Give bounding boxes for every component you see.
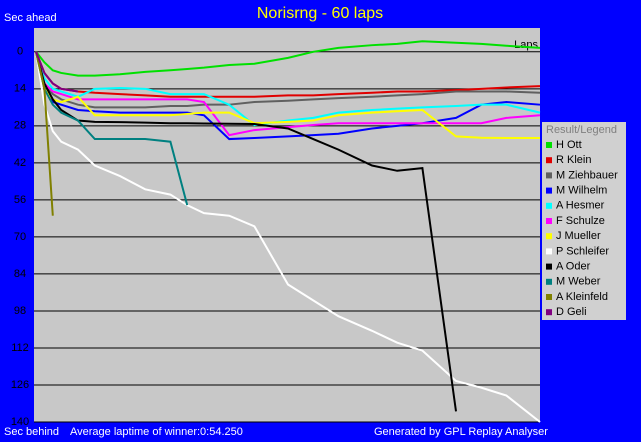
series-line <box>35 51 54 216</box>
y-tick-label: 70 <box>14 231 26 243</box>
legend-label: R Klein <box>556 154 591 166</box>
legend <box>542 122 626 320</box>
y-tick-label: 28 <box>14 120 26 132</box>
legend-swatch <box>546 278 552 285</box>
y-tick-label: 0 <box>17 46 23 58</box>
note: Average laptime of winner:0:54.250 <box>70 426 243 438</box>
y-tick-label: 42 <box>14 157 26 169</box>
y-tick-label: 126 <box>11 379 29 391</box>
series-line <box>35 40 541 77</box>
series-line <box>35 51 189 206</box>
chart-title: Norisrng - 60 laps <box>257 5 383 22</box>
legend-swatch <box>546 172 552 179</box>
y-label-top: Sec ahead <box>4 12 57 24</box>
series-line <box>35 51 541 423</box>
y-tick-label: 112 <box>11 342 29 354</box>
legend-label: M Weber <box>556 276 601 288</box>
legend-swatch <box>546 233 552 240</box>
y-tick-label: 84 <box>14 268 26 280</box>
legend-label: A Oder <box>556 261 591 273</box>
y-tick-label: 140 <box>11 416 29 428</box>
legend-label: A Kleinfeld <box>556 291 608 303</box>
legend-label: M Ziehbauer <box>556 169 618 181</box>
series-line <box>35 51 540 140</box>
series-line <box>35 51 79 93</box>
legend-swatch <box>546 142 552 148</box>
y-tick-label: 98 <box>14 305 26 317</box>
y-label-bottom: Sec behind <box>4 426 59 438</box>
plot-area <box>34 28 540 422</box>
legend-label: H Ott <box>556 139 582 151</box>
series-line <box>35 51 541 127</box>
y-tick-label: 14 <box>14 83 26 95</box>
legend-label: P Schleifer <box>556 245 609 257</box>
legend-swatch <box>546 294 552 300</box>
legend-label: D Geli <box>556 306 587 318</box>
series-line <box>35 51 541 141</box>
y-tick-label: 56 <box>14 194 26 206</box>
legend-label: A Hesmer <box>556 200 605 212</box>
legend-swatch <box>546 157 552 164</box>
legend-swatch <box>546 309 552 316</box>
legend-swatch <box>546 263 552 270</box>
legend-swatch <box>546 248 552 255</box>
legend-title: Result/Legend <box>546 124 617 136</box>
legend-label: F Schulze <box>556 215 605 227</box>
credit: Generated by GPL Replay Analyser <box>374 426 548 438</box>
legend-swatch <box>546 218 552 224</box>
legend-swatch <box>546 187 552 194</box>
legend-label: M Wilhelm <box>556 185 607 197</box>
series-line <box>35 51 457 412</box>
legend-swatch <box>546 202 552 209</box>
legend-label: J Mueller <box>556 230 601 242</box>
x-label: Laps <box>514 39 538 51</box>
